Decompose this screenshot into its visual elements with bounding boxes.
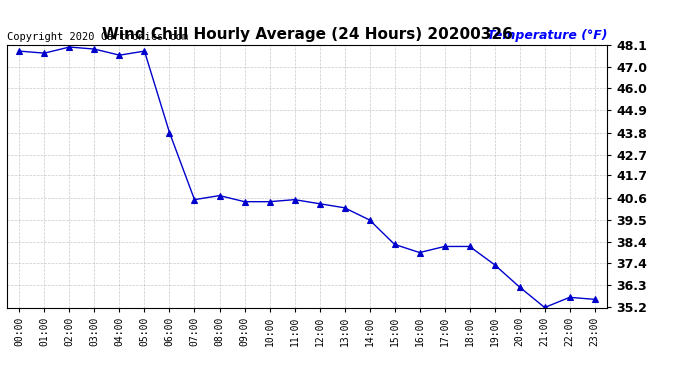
Text: Temperature (°F): Temperature (°F) — [486, 29, 607, 42]
Title: Wind Chill Hourly Average (24 Hours) 20200326: Wind Chill Hourly Average (24 Hours) 202… — [101, 27, 513, 42]
Text: Copyright 2020 Cartronics.com: Copyright 2020 Cartronics.com — [7, 32, 188, 42]
